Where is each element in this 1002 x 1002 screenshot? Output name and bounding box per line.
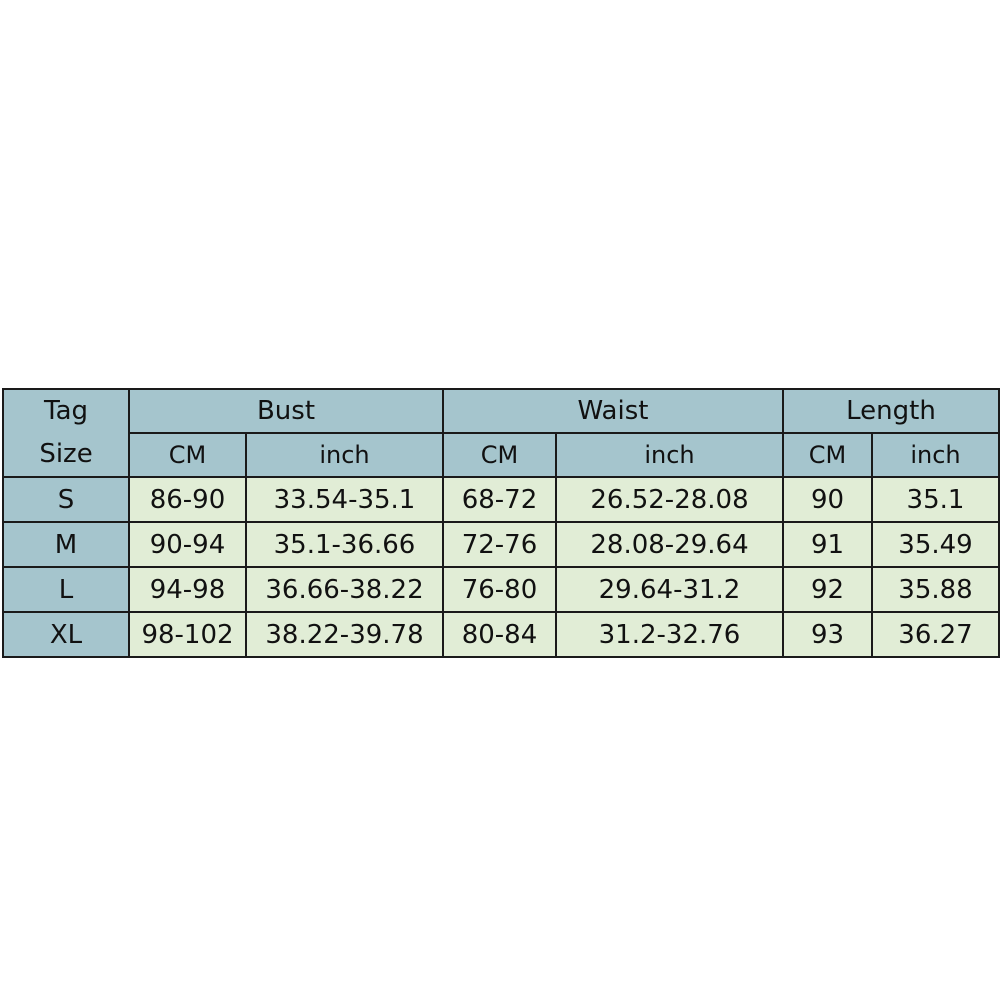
value-cell: 72-76 <box>442 521 557 568</box>
value-cell: 76-80 <box>442 566 557 613</box>
size-cell: M <box>2 521 130 568</box>
table-row: XL 98-102 38.22-39.78 80-84 31.2-32.76 93 36.2… <box>2 611 1000 658</box>
waist-header: Waist <box>442 388 784 434</box>
value-cell: 92 <box>782 566 873 613</box>
value-cell: 68-72 <box>442 476 557 523</box>
value-cell: 86-90 <box>128 476 247 523</box>
value-cell: 80-84 <box>442 611 557 658</box>
header-row-units: CM inch CM inch CM inch <box>3 432 1000 478</box>
unit-header: CM <box>782 432 873 478</box>
size-cell: S <box>2 476 130 523</box>
value-cell: 90-94 <box>128 521 247 568</box>
unit-header: inch <box>555 432 784 478</box>
value-cell: 94-98 <box>128 566 247 613</box>
value-cell: 35.88 <box>871 566 1000 613</box>
value-cell: 33.54-35.1 <box>245 476 444 523</box>
value-cell: 36.27 <box>871 611 1000 658</box>
value-cell: 93 <box>782 611 873 658</box>
unit-header: CM <box>128 432 247 478</box>
value-cell: 28.08-29.64 <box>555 521 784 568</box>
value-cell: 35.1 <box>871 476 1000 523</box>
table-row: L 94-98 36.66-38.22 76-80 29.64-31.2 92 35.88 <box>2 566 1000 613</box>
header-row-groups: Tag Size Bust Waist Length <box>2 388 1000 478</box>
value-cell: 38.22-39.78 <box>245 611 444 658</box>
size-cell: XL <box>2 611 130 658</box>
tag-size-header: Tag Size <box>2 388 130 478</box>
size-chart-table: Tag Size Bust Waist Length CM inch CM in… <box>2 388 1000 658</box>
value-cell: 31.2-32.76 <box>555 611 784 658</box>
table-row: M 90-94 35.1-36.66 72-76 28.08-29.64 91 35.49 <box>2 521 1000 568</box>
unit-header: inch <box>871 432 1000 478</box>
size-label: Size <box>39 439 93 469</box>
value-cell: 91 <box>782 521 873 568</box>
tag-label: Tag <box>43 396 88 426</box>
value-cell: 98-102 <box>128 611 247 658</box>
bust-header: Bust <box>128 388 444 434</box>
table-row: S 86-90 33.54-35.1 68-72 26.52-28.08 90 35.1 <box>2 476 1000 523</box>
value-cell: 90 <box>782 476 873 523</box>
value-cell: 35.49 <box>871 521 1000 568</box>
size-cell: L <box>2 566 130 613</box>
value-cell: 26.52-28.08 <box>555 476 784 523</box>
value-cell: 36.66-38.22 <box>245 566 444 613</box>
unit-header: inch <box>245 432 444 478</box>
length-header: Length <box>782 388 1000 434</box>
value-cell: 29.64-31.2 <box>555 566 784 613</box>
value-cell: 35.1-36.66 <box>245 521 444 568</box>
unit-header: CM <box>442 432 557 478</box>
